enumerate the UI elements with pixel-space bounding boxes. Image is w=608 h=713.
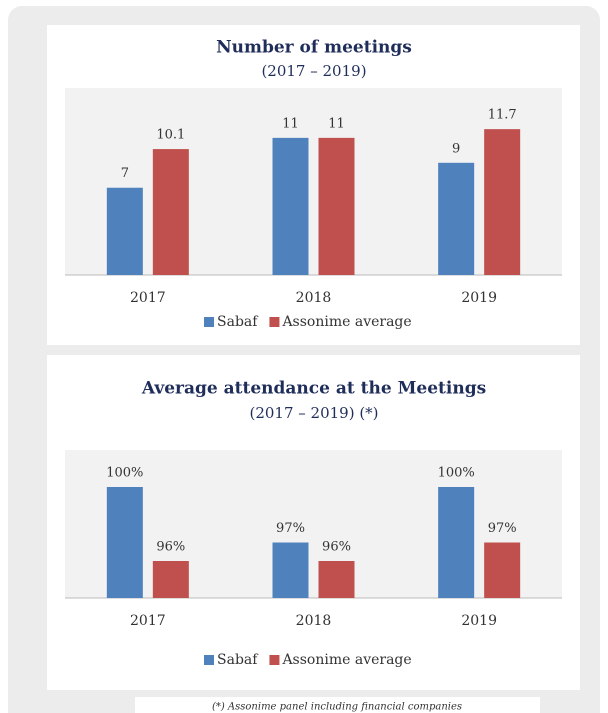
data-label: 11.7: [488, 108, 517, 123]
bar: [106, 487, 143, 598]
chart-title: Number of meetings: [216, 38, 412, 58]
bar: [484, 129, 521, 275]
data-label: 11: [282, 116, 299, 131]
bar: [106, 187, 143, 275]
bar: [484, 542, 521, 598]
x-tick-label: 2019: [461, 613, 497, 629]
footnote: (*) Assonime panel including financial c…: [212, 702, 462, 713]
data-label: 96%: [156, 540, 185, 555]
chart-subtitle: (2017 – 2019): [261, 62, 366, 80]
data-label: 10.1: [156, 128, 185, 143]
bar: [318, 561, 355, 598]
legend-label: Assonime average: [281, 652, 411, 668]
data-label: 97%: [488, 521, 517, 536]
bar: [272, 137, 309, 275]
data-label: 11: [328, 116, 345, 131]
chart-title: Average attendance at the Meetings: [141, 379, 486, 399]
data-label: 100%: [106, 466, 143, 481]
data-label: 97%: [276, 521, 305, 536]
x-tick-label: 2018: [296, 613, 332, 629]
x-tick-label: 2017: [130, 290, 166, 306]
legend-label: Assonime average: [281, 314, 411, 330]
plot-area: [65, 88, 562, 275]
legend-label: Sabaf: [217, 652, 259, 668]
bar: [152, 149, 189, 275]
x-tick-label: 2017: [130, 613, 166, 629]
data-label: 96%: [322, 540, 351, 555]
legend-swatch: [269, 655, 280, 665]
legend-swatch: [204, 317, 214, 327]
legend-label: Sabaf: [217, 314, 259, 330]
legend-swatch: [204, 655, 214, 665]
x-tick-label: 2019: [461, 290, 497, 306]
footnote-box: [135, 697, 540, 713]
legend-swatch: [269, 317, 280, 327]
data-label: 9: [452, 141, 460, 156]
chart-subtitle: (2017 – 2019) (*): [249, 404, 378, 422]
data-label: 7: [121, 166, 129, 181]
bar: [438, 487, 475, 598]
bar: [438, 162, 475, 275]
bar: [152, 561, 189, 598]
x-tick-label: 2018: [296, 290, 332, 306]
plot-area: [65, 450, 562, 598]
bar: [272, 542, 309, 598]
bar: [318, 137, 355, 275]
data-label: 100%: [438, 466, 475, 481]
